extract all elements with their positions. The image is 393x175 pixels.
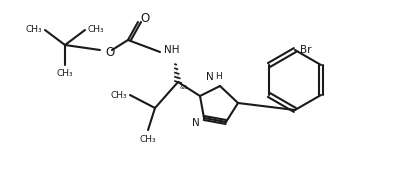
Text: O: O bbox=[105, 46, 114, 58]
Text: CH₃: CH₃ bbox=[26, 26, 42, 34]
Text: CH₃: CH₃ bbox=[57, 69, 73, 78]
Text: NH: NH bbox=[164, 45, 180, 55]
Text: O: O bbox=[140, 12, 149, 24]
Text: CH₃: CH₃ bbox=[110, 90, 127, 100]
Text: H: H bbox=[215, 72, 221, 81]
Text: &1: &1 bbox=[180, 85, 189, 90]
Text: Br: Br bbox=[300, 45, 312, 55]
Text: N: N bbox=[192, 118, 200, 128]
Text: N: N bbox=[206, 72, 214, 82]
Text: CH₃: CH₃ bbox=[88, 26, 105, 34]
Text: CH₃: CH₃ bbox=[140, 135, 156, 144]
